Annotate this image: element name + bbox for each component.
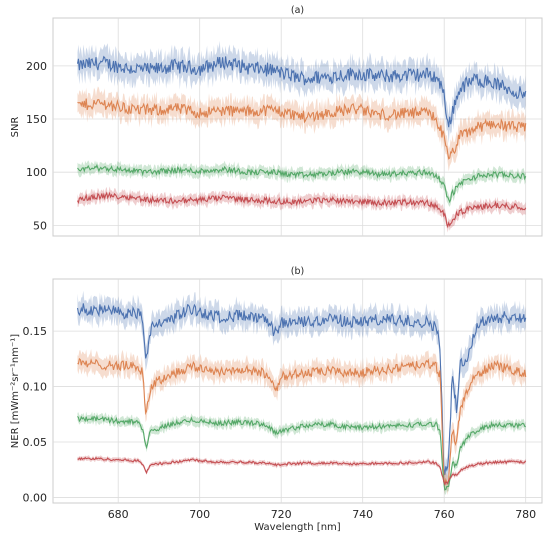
- series-line-4: [77, 191, 527, 229]
- panel-b: 680 700 720 740 760 780 0.00 0.05 0.10 0.15 (b) NER…: [10, 266, 543, 533]
- plot-area: [52, 278, 543, 504]
- y-tick-label: 0.15: [23, 325, 48, 338]
- series-band-3: [77, 411, 526, 495]
- series-band-4: [77, 186, 526, 233]
- panel-title: (b): [291, 266, 304, 277]
- series-line-3: [77, 414, 526, 491]
- y-tick-label: 0.00: [23, 491, 48, 504]
- series-line-1: [76, 303, 527, 476]
- series-line-4: [77, 456, 527, 486]
- y-tick-label: 0.05: [23, 436, 48, 449]
- series-group: [76, 290, 527, 495]
- series-line-1: [76, 55, 527, 128]
- x-tick-label: 680: [108, 508, 129, 521]
- y-tick-label: 200: [26, 60, 47, 73]
- y-tick-label: 100: [26, 166, 47, 179]
- y-tick-label: 0.10: [23, 381, 48, 394]
- series-band-1: [77, 40, 526, 144]
- y-axis-label: SNR: [10, 117, 21, 138]
- series-line-2: [77, 98, 527, 160]
- x-tick-label: 760: [434, 508, 455, 521]
- x-tick-label: 740: [352, 508, 373, 521]
- series-line-3: [77, 163, 527, 204]
- series-band-2: [77, 348, 526, 495]
- y-tick-label: 50: [33, 219, 47, 232]
- panel-a: 50 100 150 200 (a) SNR: [10, 5, 543, 237]
- x-tick-label: 780: [515, 508, 536, 521]
- x-axis-label: Wavelength [nm]: [254, 522, 340, 533]
- plot-area: [52, 17, 543, 237]
- y-axis-label: NER [mWm⁻²sr⁻¹nm⁻¹]: [10, 334, 21, 448]
- series-line-2: [77, 357, 527, 486]
- series-group: [76, 40, 527, 233]
- series-band-1: [77, 290, 526, 484]
- y-tick-label: 150: [26, 113, 47, 126]
- x-tick-label: 720: [271, 508, 292, 521]
- x-tick-label: 700: [189, 508, 210, 521]
- panel-title: (a): [291, 5, 304, 16]
